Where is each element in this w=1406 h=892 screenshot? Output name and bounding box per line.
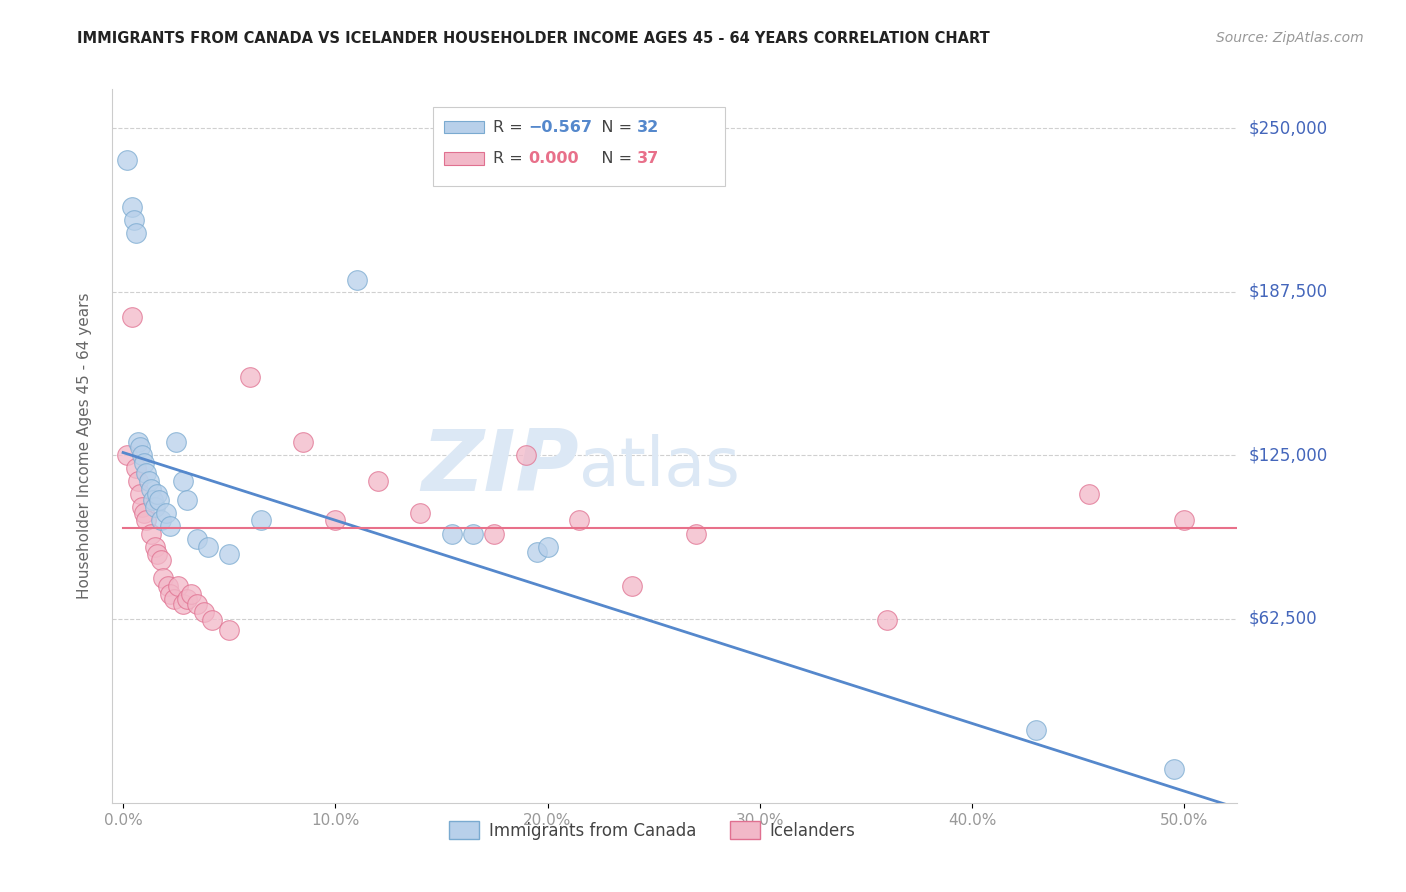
Point [134, 456, 156, 470]
Point [172, 475, 194, 489]
Point [568, 514, 591, 528]
Point [201, 613, 224, 627]
Point [117, 153, 139, 167]
Point [139, 482, 162, 496]
Point [159, 518, 181, 533]
Point [139, 526, 162, 541]
Point [621, 579, 644, 593]
Point [218, 624, 240, 638]
Point [131, 500, 153, 515]
Point [129, 440, 152, 454]
Point [876, 613, 898, 627]
Text: Source: ZipAtlas.com: Source: ZipAtlas.com [1216, 31, 1364, 45]
FancyBboxPatch shape [433, 107, 725, 186]
Point [146, 487, 169, 501]
Point [323, 514, 346, 528]
Point [150, 514, 173, 528]
Point [127, 435, 149, 450]
Point [148, 492, 170, 507]
Legend: Immigrants from Canada, Icelanders: Immigrants from Canada, Icelanders [440, 814, 865, 848]
Point [536, 540, 558, 554]
Point [142, 492, 165, 507]
Point [143, 500, 166, 515]
Point [172, 597, 194, 611]
Point [155, 506, 177, 520]
Point [484, 526, 506, 541]
Point [135, 467, 157, 481]
Point [165, 435, 187, 450]
Point [150, 552, 173, 566]
Text: $62,500: $62,500 [1249, 609, 1317, 627]
Text: ZIP: ZIP [422, 425, 579, 509]
Point [131, 448, 153, 462]
Point [122, 213, 145, 227]
Text: $187,500: $187,500 [1249, 283, 1327, 301]
Point [167, 579, 190, 593]
Point [134, 506, 156, 520]
Text: $250,000: $250,000 [1249, 120, 1327, 137]
Point [186, 532, 208, 546]
Point [117, 448, 139, 462]
Point [1025, 723, 1047, 737]
Point [129, 487, 152, 501]
FancyBboxPatch shape [444, 120, 484, 134]
Text: 32: 32 [637, 120, 659, 135]
Point [156, 579, 179, 593]
Point [193, 605, 215, 619]
Point [143, 540, 166, 554]
Text: atlas: atlas [579, 434, 740, 500]
Point [292, 435, 315, 450]
Point [125, 461, 148, 475]
Y-axis label: Householder Income Ages 45 - 64 years: Householder Income Ages 45 - 64 years [77, 293, 91, 599]
Point [127, 475, 149, 489]
Point [526, 545, 548, 559]
Point [152, 571, 174, 585]
FancyBboxPatch shape [444, 152, 484, 165]
Point [239, 369, 262, 384]
Point [135, 514, 157, 528]
Text: N =: N = [586, 120, 637, 135]
Point [346, 273, 368, 287]
Point [515, 448, 537, 462]
Point [125, 226, 148, 240]
Point [197, 540, 219, 554]
Point [1077, 487, 1099, 501]
Point [1163, 762, 1185, 776]
Point [250, 514, 273, 528]
Text: 0.000: 0.000 [529, 151, 579, 166]
Point [685, 526, 707, 541]
Point [163, 591, 186, 606]
Point [146, 548, 169, 562]
Text: $125,000: $125,000 [1249, 446, 1327, 464]
Point [218, 548, 240, 562]
Point [176, 591, 198, 606]
Point [409, 506, 432, 520]
Point [441, 526, 464, 541]
Point [138, 475, 160, 489]
Point [463, 526, 485, 541]
Point [1173, 514, 1195, 528]
Text: 37: 37 [637, 151, 659, 166]
Text: R =: R = [492, 151, 527, 166]
Point [180, 587, 202, 601]
Text: IMMIGRANTS FROM CANADA VS ICELANDER HOUSEHOLDER INCOME AGES 45 - 64 YEARS CORREL: IMMIGRANTS FROM CANADA VS ICELANDER HOUS… [77, 31, 990, 46]
Point [121, 310, 143, 324]
Point [367, 475, 389, 489]
Text: N =: N = [586, 151, 637, 166]
Point [186, 597, 208, 611]
Point [176, 492, 198, 507]
Point [121, 200, 143, 214]
Text: R =: R = [492, 120, 527, 135]
Text: −0.567: −0.567 [529, 120, 593, 135]
Point [159, 587, 181, 601]
